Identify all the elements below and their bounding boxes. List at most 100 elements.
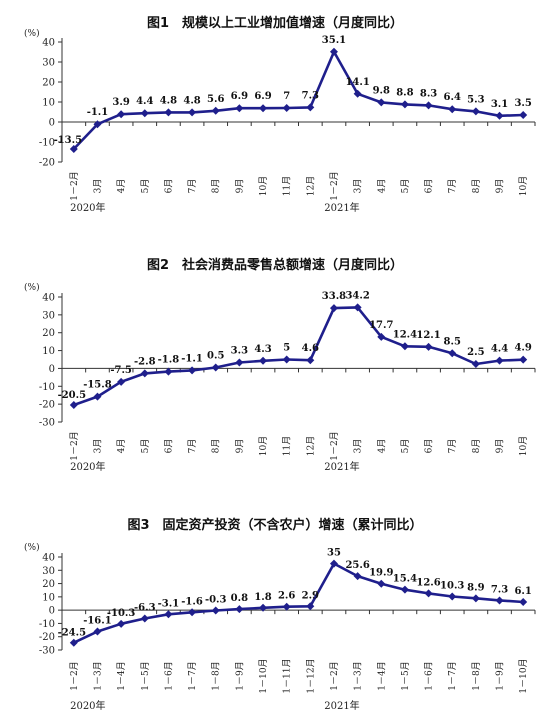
data-label: 17.7 [369, 320, 393, 331]
x-tick-label: 11月 [282, 176, 293, 196]
data-point [117, 619, 126, 628]
y-tick-label: -10 [39, 138, 55, 149]
x-tick-label: 1－11月 [282, 658, 293, 693]
x-tick-label: 4月 [376, 179, 387, 194]
x-tick-label: 5月 [400, 179, 411, 194]
x-tick-label: 6月 [163, 179, 174, 194]
data-label: 4.4 [136, 96, 153, 107]
data-point [329, 559, 338, 568]
series-line [73, 306, 524, 407]
data-point [282, 104, 291, 112]
data-label: 2.5 [467, 347, 484, 358]
data-label: -1.1 [181, 353, 203, 364]
data-point [117, 110, 126, 119]
data-label: -1.8 [158, 355, 180, 366]
data-label: 33.8 [322, 291, 346, 302]
year-label: 2021年 [324, 201, 359, 214]
data-point [448, 105, 457, 114]
x-tick-label: 3月 [353, 179, 364, 194]
data-point [164, 108, 173, 117]
x-tick-label: 1－2月 [329, 171, 340, 200]
data-point [235, 605, 244, 614]
data-label: -6.3 [134, 603, 156, 614]
x-tick-label: 1－2月 [69, 171, 80, 200]
data-point [93, 627, 102, 636]
data-point [495, 596, 504, 605]
chart-2: 图2 社会消费品零售总额增速（月度同比） (%) -30 -20 -10 0 10 20 30… [0, 240, 550, 490]
data-point [471, 594, 480, 603]
data-label: 3.1 [491, 99, 508, 110]
x-tick-label: 7月 [187, 179, 198, 194]
year-label: 2021年 [324, 460, 359, 473]
data-point [164, 367, 173, 376]
x-tick-label: 1－2月 [69, 431, 80, 460]
data-point [211, 106, 220, 115]
data-label: -13.5 [54, 135, 83, 146]
x-tick-label: 1－9月 [234, 661, 245, 690]
chart-title: 图3 固定资产投资（不含农户）增速（累计同比） [127, 518, 423, 533]
data-label: 4.3 [254, 344, 271, 355]
x-tick-label: 1－4月 [376, 661, 387, 690]
chart-1: 图1 规模以上工业增加值增速（月度同比） (%) -20 -10 0 10 20 30 40 1… [0, 0, 550, 230]
y-tick-label: 40 [42, 293, 55, 304]
data-point [448, 592, 457, 601]
data-label: -20.5 [58, 390, 87, 401]
data-label: 5.6 [207, 94, 224, 105]
data-label: 19.9 [369, 568, 393, 579]
data-point [69, 145, 78, 153]
x-tick-label: 3月 [353, 439, 364, 454]
x-tick-label: 8月 [211, 179, 222, 194]
chart-title: 图2 社会消费品零售总额增速（月度同比） [146, 258, 404, 273]
y-tick-label: -10 [39, 382, 55, 393]
x-tick-label: 1－2月 [69, 661, 80, 690]
chart-2-plot: (%) -30 -20 -10 0 10 20 30 40 1－2月 3月 4月 5月 6月 7月 8月 9月 1… [24, 282, 536, 473]
data-point [235, 104, 244, 113]
x-tick-label: 1－5月 [140, 661, 151, 690]
x-tick-label: 9月 [234, 439, 245, 454]
data-point [519, 598, 528, 607]
x-tick-label: 1－10月 [518, 658, 529, 693]
data-point [211, 606, 220, 615]
x-tick-label: 1－6月 [424, 661, 435, 690]
data-point [471, 107, 480, 116]
data-point [93, 392, 102, 401]
data-label: 8.8 [396, 87, 413, 98]
data-label: 2.9 [302, 590, 319, 601]
y-tick-label: 10 [42, 98, 55, 109]
data-label: 8.5 [444, 336, 461, 347]
data-label: 4.6 [302, 343, 319, 354]
data-label: 5 [283, 343, 290, 354]
y-axis-unit: (%) [24, 542, 40, 553]
x-tick-label: 10月 [518, 436, 529, 456]
data-point [400, 100, 409, 109]
data-point [353, 572, 362, 581]
y-tick-label: 40 [42, 553, 55, 564]
y-tick-label: 10 [42, 592, 55, 603]
x-tick-label: 6月 [424, 439, 435, 454]
y-tick-label: -30 [39, 646, 55, 657]
data-point [188, 366, 197, 375]
data-point [353, 89, 362, 98]
x-tick-label: 10月 [518, 176, 529, 196]
x-tick-label: 7月 [447, 179, 458, 194]
y-tick-label: 0 [49, 118, 55, 129]
data-point [188, 608, 197, 617]
x-tick-label: 7月 [447, 439, 458, 454]
data-point [140, 369, 149, 378]
data-point [519, 111, 528, 119]
data-label: 8.9 [467, 582, 484, 593]
data-label: 7 [283, 91, 290, 102]
x-tick-label: 1－5月 [400, 661, 411, 690]
x-tick-label: 10月 [258, 436, 269, 456]
data-label: 9.8 [373, 85, 390, 96]
x-tick-label: 1－4月 [116, 661, 127, 690]
x-tick-label: 10月 [258, 176, 269, 196]
y-tick-label: 10 [42, 346, 55, 357]
data-label: 3.3 [231, 346, 248, 357]
chart-title: 图1 规模以上工业增加值增速（月度同比） [146, 16, 404, 31]
data-label: 7.3 [302, 90, 319, 101]
y-tick-label: 0 [49, 606, 55, 617]
data-label: 3.5 [514, 98, 531, 109]
x-tick-label: 5月 [400, 439, 411, 454]
data-point [164, 610, 173, 619]
